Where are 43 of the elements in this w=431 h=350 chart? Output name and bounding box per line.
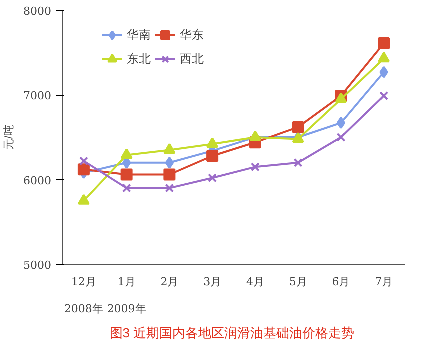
y-tick-label: 7000 <box>24 90 52 103</box>
text: 2008年 <box>64 302 104 316</box>
x-tick-label: 2月 <box>160 276 179 288</box>
x-tick-label: 5月 <box>289 276 308 288</box>
point <box>380 66 388 78</box>
point <box>165 184 174 193</box>
point <box>78 164 90 176</box>
point <box>335 92 348 104</box>
y-axis-title: 元/吨 <box>2 124 16 150</box>
point <box>294 158 303 168</box>
point <box>378 52 390 63</box>
text: 图3 近期国内各地区润滑油基础油价格走势 <box>110 326 355 340</box>
point <box>380 91 389 101</box>
point <box>120 168 133 181</box>
point <box>378 38 390 50</box>
x-tick-label: 1月 <box>118 276 136 288</box>
x-tick-label: 6月 <box>332 276 350 288</box>
x-tick-label: 3月 <box>204 276 222 288</box>
point <box>79 156 88 166</box>
point <box>164 143 176 154</box>
point <box>165 156 174 169</box>
x-tick-label: 4月 <box>246 276 264 288</box>
y-tick-label: 6000 <box>24 174 52 188</box>
x-tick-label: 12月 <box>71 276 96 288</box>
point <box>78 194 90 205</box>
point <box>120 148 133 160</box>
point <box>292 121 304 134</box>
legend-label: 华南 <box>127 26 151 44</box>
point <box>336 132 346 142</box>
point <box>164 168 176 181</box>
point <box>206 138 219 148</box>
point <box>206 150 219 162</box>
legend-label: 西北 <box>180 50 204 68</box>
point <box>122 184 132 193</box>
legend-label: 东北 <box>127 50 151 68</box>
y-tick-label: 5000 <box>24 259 52 272</box>
point <box>250 162 260 172</box>
y-tick-label: 8000 <box>24 5 52 18</box>
x-tick-label: 7月 <box>375 276 394 288</box>
text: 2009年 <box>107 302 146 316</box>
point <box>336 117 346 130</box>
point <box>208 174 218 183</box>
legend-label: 华东 <box>180 26 204 44</box>
